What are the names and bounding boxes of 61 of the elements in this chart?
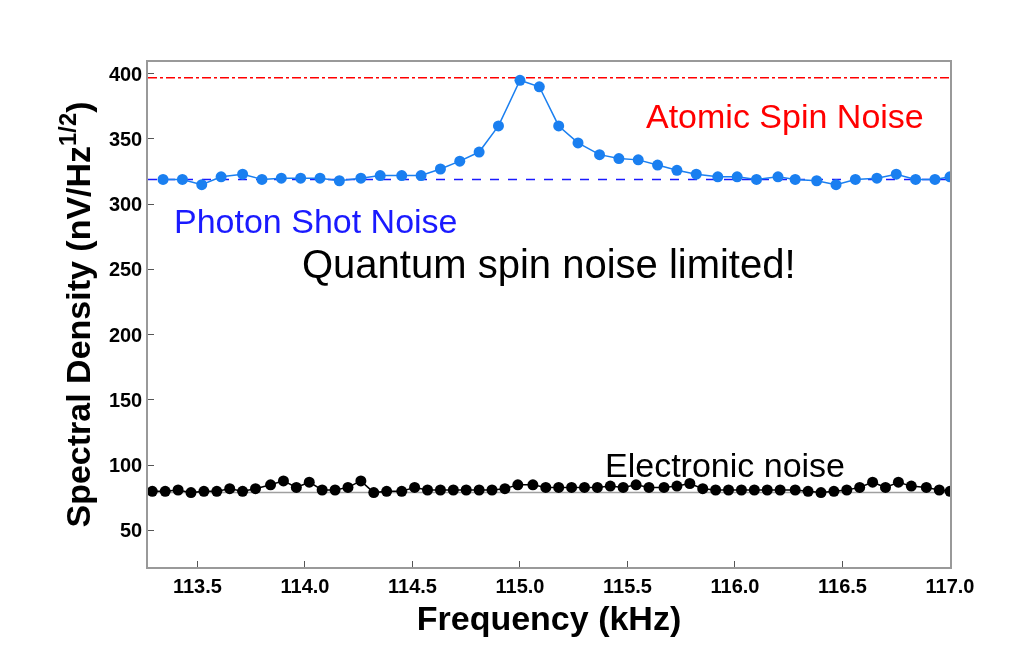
y-tick-label: 50 — [120, 519, 143, 542]
point — [434, 163, 446, 175]
x-tick-label: 116.0 — [710, 574, 760, 597]
x-axis-title: Frequency (kHz) — [416, 598, 682, 637]
ref-line-label: Atomic Spin Noise — [646, 97, 924, 135]
point — [295, 172, 307, 184]
point — [789, 173, 801, 185]
point — [929, 173, 941, 185]
y-tick-label: 200 — [108, 323, 143, 346]
point — [473, 146, 485, 158]
point — [275, 172, 287, 184]
point — [492, 120, 504, 132]
x-tick-label: 115.0 — [495, 574, 545, 597]
point — [811, 175, 823, 187]
point — [415, 170, 427, 182]
point — [871, 172, 883, 184]
ref-line-label: Photon Shot Noise — [174, 202, 458, 240]
point — [910, 173, 922, 185]
point — [374, 170, 386, 182]
y-tick-label: 100 — [108, 454, 143, 477]
point — [690, 168, 702, 180]
x-tick-label: 113.5 — [172, 574, 222, 597]
x-tick-label: 114.5 — [387, 574, 437, 597]
y-tick-label: 150 — [108, 388, 143, 411]
x-tick-label: 116.5 — [818, 574, 867, 597]
x-tick-label: 114.0 — [280, 574, 330, 597]
point — [750, 173, 762, 185]
point — [652, 159, 664, 171]
point — [731, 171, 743, 183]
point — [314, 172, 326, 184]
point — [772, 171, 784, 183]
y-tick-label: 400 — [108, 62, 143, 85]
point — [514, 74, 526, 86]
point — [533, 81, 545, 93]
point — [215, 171, 227, 183]
y-tick-label: 250 — [108, 258, 143, 281]
point — [333, 175, 345, 187]
y-tick-label: 300 — [108, 193, 143, 216]
point — [196, 179, 208, 191]
point — [176, 173, 188, 185]
point — [454, 155, 466, 167]
point — [613, 153, 625, 165]
point — [830, 179, 842, 191]
x-tick-label: 115.5 — [603, 574, 652, 597]
point — [712, 171, 724, 183]
x-tick-label: 117.0 — [925, 574, 975, 597]
y-tick-label: 350 — [108, 127, 143, 150]
point — [157, 173, 169, 185]
point — [396, 170, 408, 182]
point — [572, 137, 584, 149]
point — [849, 173, 861, 185]
ref-line-label: Electronic noise — [605, 446, 846, 484]
point — [256, 173, 268, 185]
point — [553, 120, 565, 132]
point — [237, 168, 249, 180]
point — [890, 168, 902, 180]
point — [594, 149, 606, 161]
point — [355, 172, 367, 184]
point — [632, 154, 644, 166]
point — [671, 164, 683, 176]
annotation: Quantum spin noise limited! — [302, 242, 796, 286]
